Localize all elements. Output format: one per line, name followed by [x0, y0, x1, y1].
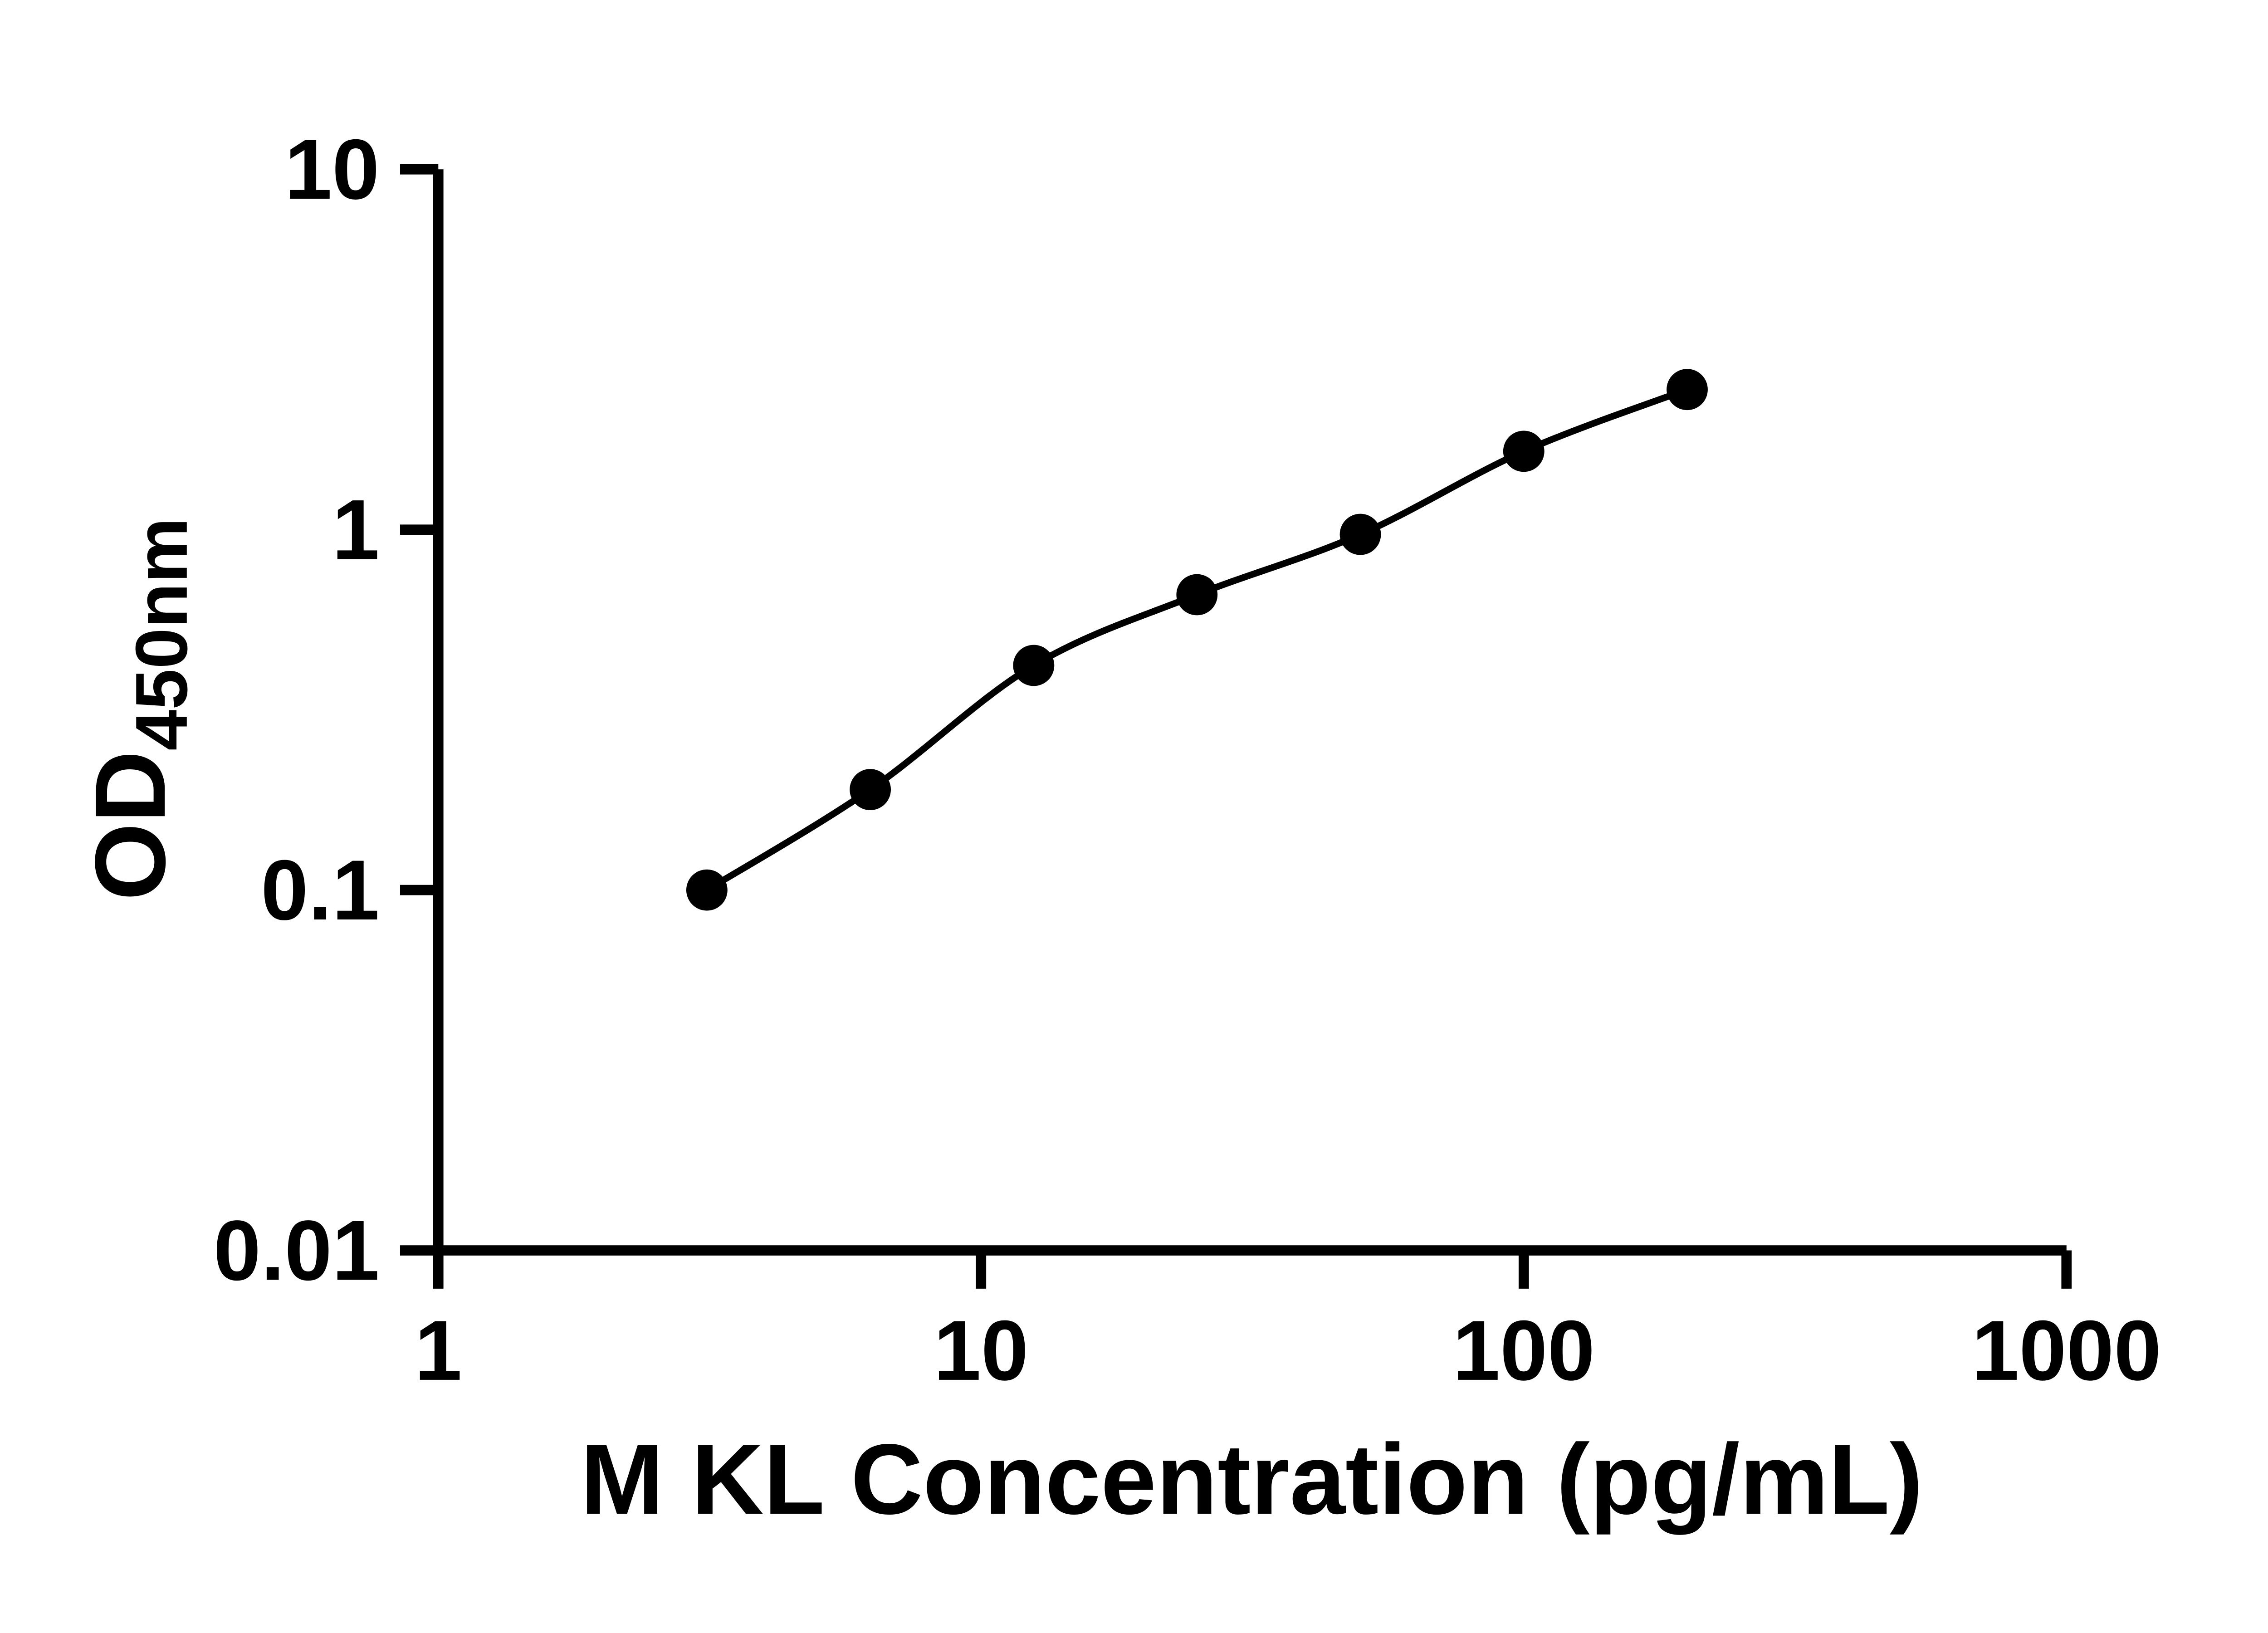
- data-point: [686, 869, 728, 911]
- x-axis-tick-label: 1: [415, 1303, 462, 1398]
- data-point: [1503, 430, 1545, 472]
- y-axis-tick-label: 10: [284, 122, 379, 217]
- data-point: [1176, 574, 1218, 616]
- plot-layer: 1 10 100 1000 0.01 0.1 1 10: [214, 122, 2161, 1398]
- x-axis-tick-label: 1000: [1972, 1303, 2161, 1398]
- data-point: [1667, 369, 1708, 411]
- x-axis-tick-label: 10: [934, 1303, 1028, 1398]
- trend-line: [705, 386, 1689, 893]
- y-axis-tick-label: 0.01: [214, 1203, 380, 1298]
- y-axis-tick-label: 1: [332, 482, 380, 577]
- y-axis-title: OD450nm: [74, 518, 203, 900]
- data-point: [1339, 513, 1381, 555]
- y-axis-title-main: OD: [74, 751, 186, 901]
- x-axis-title: M KL Concentration (pg/mL): [580, 1423, 1923, 1535]
- y-axis-title-subscript: 450nm: [121, 518, 203, 751]
- data-point: [850, 769, 891, 811]
- x-axis-tick-label: 100: [1452, 1303, 1595, 1398]
- data-point: [1013, 645, 1055, 686]
- y-axis-tick-label: 0.1: [261, 842, 379, 938]
- axes-lines: [433, 169, 2067, 1256]
